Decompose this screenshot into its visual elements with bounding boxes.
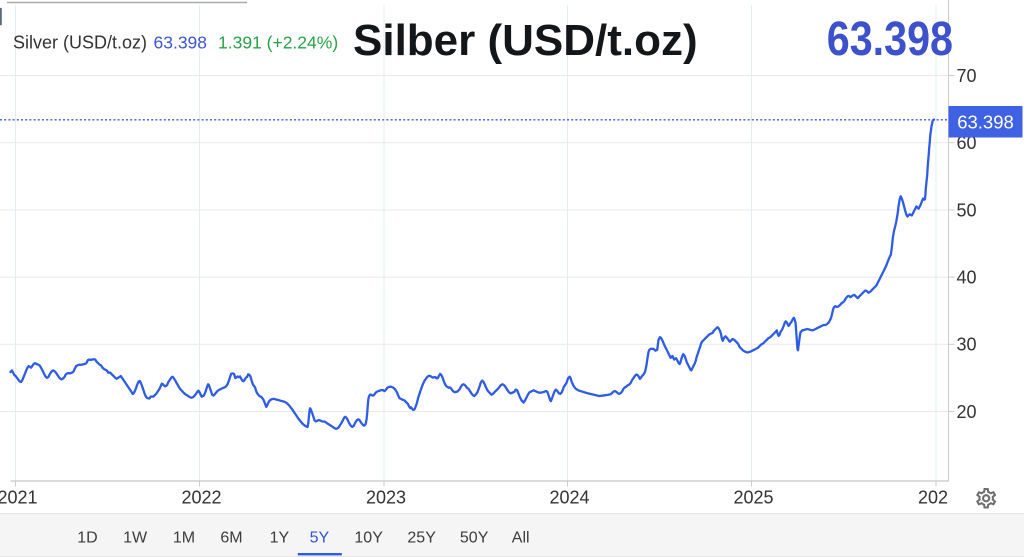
svg-text:1Y: 1Y [270,530,290,547]
svg-text:50: 50 [957,200,977,220]
svg-text:All: All [512,530,530,547]
svg-text:1.391 (+2.24%): 1.391 (+2.24%) [218,33,338,53]
svg-text:2023: 2023 [366,488,406,508]
svg-text:63.398: 63.398 [957,111,1014,132]
svg-text:40: 40 [957,268,977,288]
svg-text:25Y: 25Y [407,530,436,547]
svg-text:63.398: 63.398 [827,12,953,66]
svg-text:1W: 1W [123,530,148,547]
svg-text:Silber (USD/t.oz): Silber (USD/t.oz) [353,16,698,65]
svg-text:2026: 2026 [918,488,958,508]
svg-text:70: 70 [957,66,977,86]
svg-text:2021: 2021 [0,488,38,508]
svg-text:60: 60 [957,133,977,153]
svg-text:1D: 1D [77,530,97,547]
svg-text:50Y: 50Y [460,530,489,547]
svg-text:63.398: 63.398 [154,33,208,53]
svg-text:2025: 2025 [733,488,773,508]
svg-text:Silver (USD/t.oz): Silver (USD/t.oz) [13,33,147,53]
svg-text:1M: 1M [173,530,195,547]
svg-text:10Y: 10Y [354,530,383,547]
svg-text:6M: 6M [220,530,242,547]
svg-text:5Y: 5Y [310,530,330,547]
svg-text:30: 30 [957,335,977,355]
svg-text:2022: 2022 [181,488,221,508]
svg-text:20: 20 [957,402,977,422]
svg-text:2024: 2024 [549,488,589,508]
